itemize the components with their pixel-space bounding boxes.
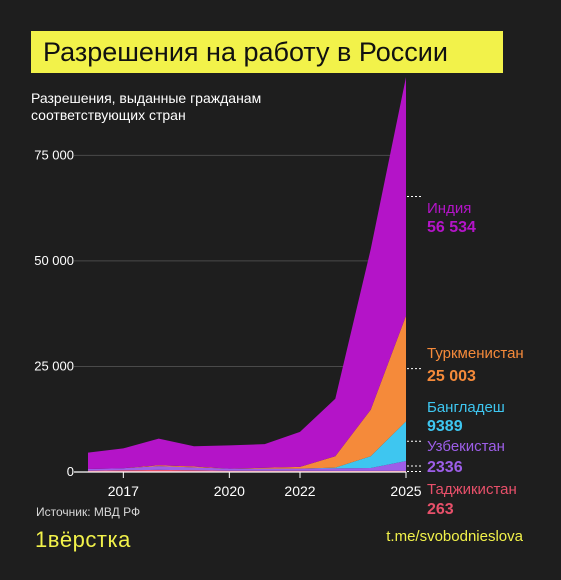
series-label: Бангладеш xyxy=(427,399,505,416)
series-label: Туркменистан xyxy=(427,345,524,362)
x-tick-label: 2017 xyxy=(108,483,139,499)
series-value-label: 2336 xyxy=(427,459,463,476)
source-note: Источник: МВД РФ xyxy=(36,505,141,519)
y-tick-label: 25 000 xyxy=(34,358,74,373)
series-value-label: 263 xyxy=(427,501,454,518)
series-label: Таджикистан xyxy=(427,481,517,498)
y-tick-label: 75 000 xyxy=(34,147,74,162)
series-label: Узбекистан xyxy=(427,438,505,455)
telegram-link[interactable]: t.me/svobodnieslova xyxy=(386,528,523,545)
series-area xyxy=(88,461,406,471)
y-tick-label: 0 xyxy=(67,464,74,479)
series-label: Индия xyxy=(427,200,471,217)
y-tick-label: 50 000 xyxy=(34,253,74,268)
x-tick-label: 2025 xyxy=(390,483,421,499)
series-area xyxy=(88,421,406,469)
series-area xyxy=(88,77,406,469)
chart-title: Разрешения на работу в России xyxy=(31,31,503,73)
x-tick-label: 2020 xyxy=(214,483,245,499)
brand-logo: 1вёрстка xyxy=(35,527,131,552)
series-value-label: 56 534 xyxy=(427,219,476,236)
series-value-label: 25 003 xyxy=(427,368,476,385)
series-value-label: 9389 xyxy=(427,418,463,435)
x-tick-label: 2022 xyxy=(284,483,315,499)
chart-subtitle: Разрешения, выданные гражданам соответст… xyxy=(31,90,262,123)
